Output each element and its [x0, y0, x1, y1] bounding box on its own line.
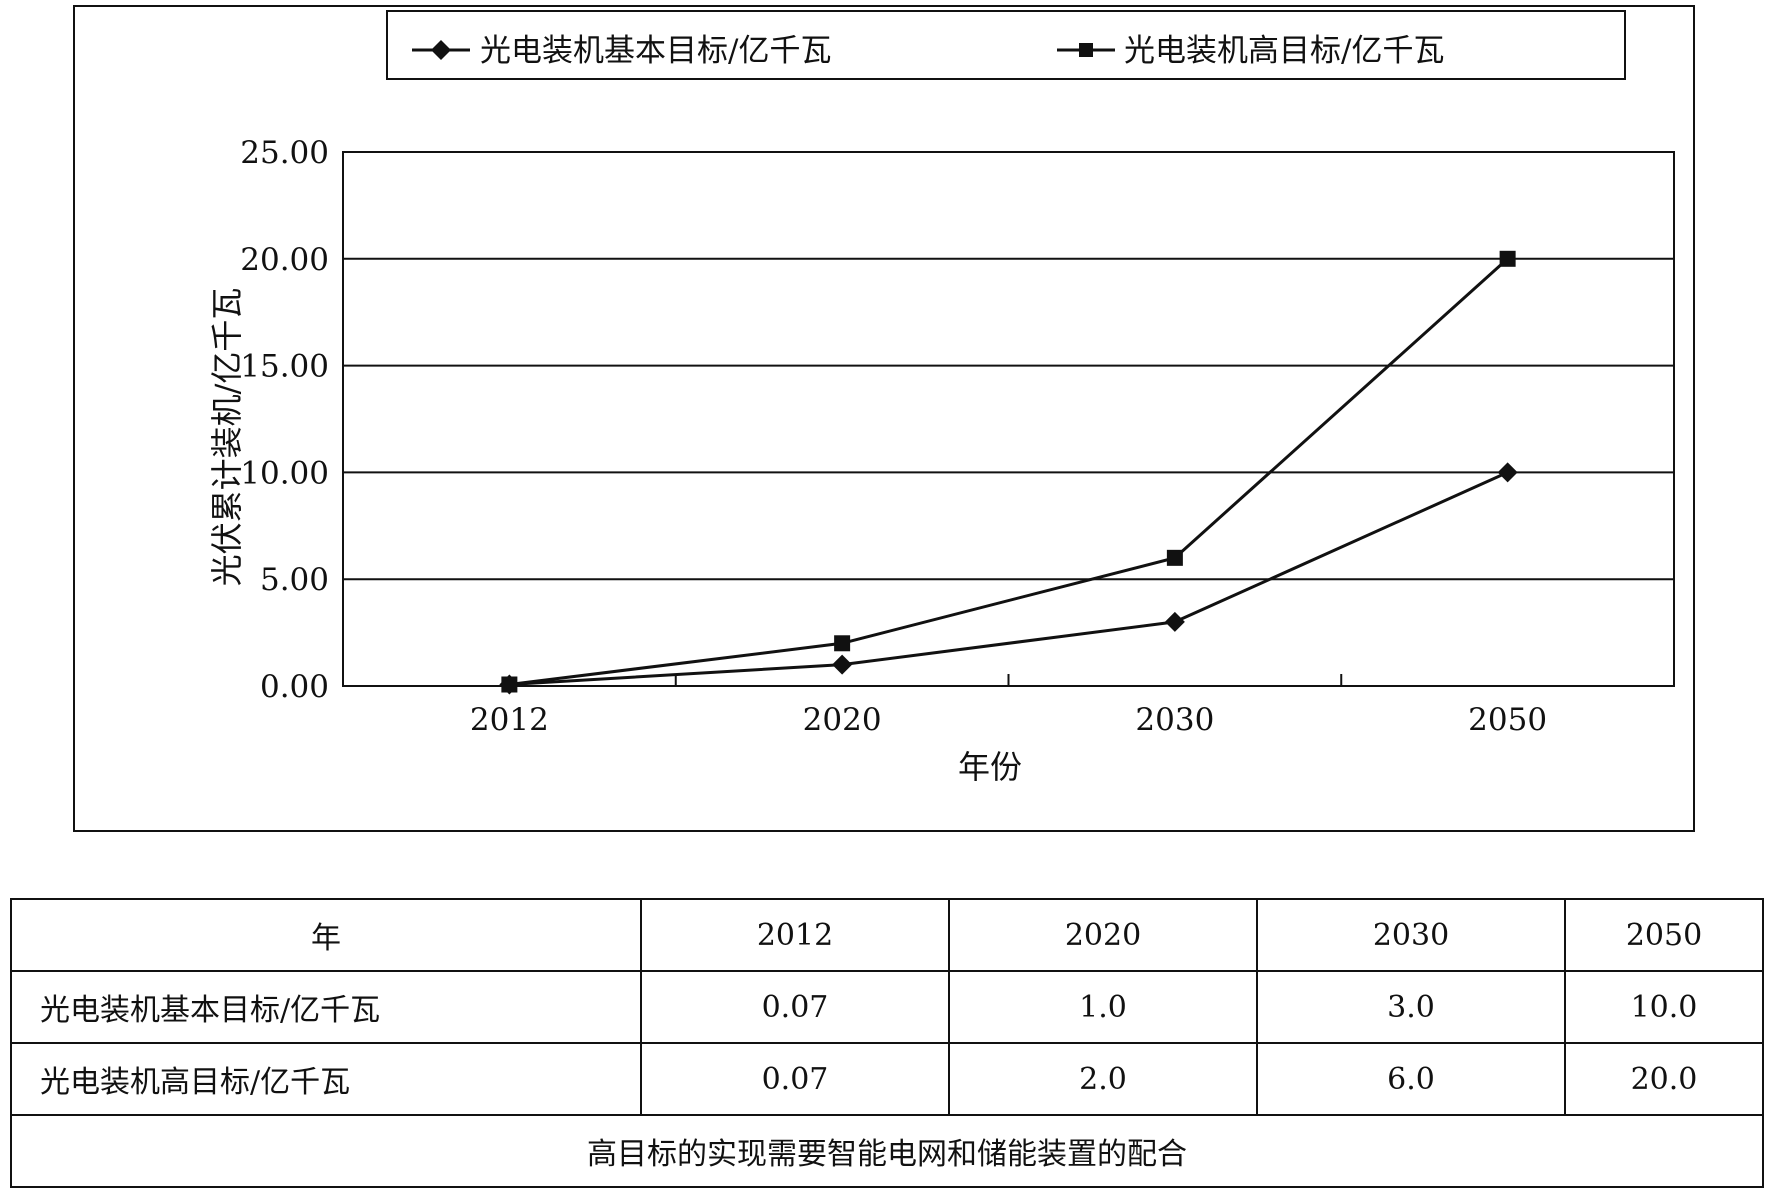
x-tick-label: 2012	[470, 702, 549, 738]
legend-box	[386, 10, 1626, 80]
table-cell: 10.0	[1564, 970, 1764, 1044]
legend-label-1: 光电装机高目标/亿千瓦	[1124, 33, 1444, 69]
legend-item-0: 光电装机基本目标/亿千瓦	[412, 33, 831, 69]
y-tick-label: 0.00	[260, 669, 329, 705]
series-1	[501, 250, 1516, 693]
series	[499, 250, 1518, 695]
table-row-label: 光电装机高目标/亿千瓦	[10, 1042, 642, 1116]
table-header-cell: 2030	[1256, 898, 1566, 972]
data-point-square	[1499, 250, 1516, 267]
table-note: 高目标的实现需要智能电网和储能装置的配合	[10, 1114, 1764, 1188]
y-tick-label: 10.00	[240, 455, 329, 491]
table-row: 光电装机高目标/亿千瓦 0.07 2.0 6.0 20.0	[10, 1042, 1764, 1116]
table-row: 光电装机基本目标/亿千瓦 0.07 1.0 3.0 10.0	[10, 970, 1764, 1044]
chart-frame	[73, 5, 1695, 832]
y-tick-label: 5.00	[260, 562, 329, 598]
legend-diamond-marker	[431, 40, 451, 60]
table-header-row: 年 2012 2020 2030 2050	[10, 898, 1764, 972]
legend-item-1: 光电装机高目标/亿千瓦	[1057, 33, 1444, 69]
y-tick-label: 15.00	[240, 349, 329, 385]
table-cell: 20.0	[1564, 1042, 1764, 1116]
table-note-row: 高目标的实现需要智能电网和储能装置的配合	[10, 1114, 1764, 1188]
table-cell: 0.07	[640, 1042, 950, 1116]
data-point-diamond	[1497, 462, 1518, 483]
series-line-1	[509, 257, 1509, 686]
data-point-diamond	[832, 654, 853, 675]
y-tick-label: 20.00	[240, 242, 329, 278]
x-tick-label: 2050	[1468, 702, 1547, 738]
x-axis-title: 年份	[958, 748, 1022, 786]
legend-square-marker	[1079, 43, 1093, 57]
data-point-square	[1166, 549, 1183, 566]
data-point-square	[501, 676, 518, 693]
y-axis-ticks: 0.00 5.00 10.00 15.00 20.00 25.00	[240, 135, 329, 705]
data-table: 年 2012 2020 2030 2050 光电装机基本目标/亿千瓦 0.07 …	[10, 898, 1764, 1188]
x-axis-ticks: 2012 2020 2030 2050	[470, 674, 1547, 738]
table-cell: 0.07	[640, 970, 950, 1044]
grid-lines	[343, 257, 1674, 581]
table-header-cell: 2020	[948, 898, 1258, 972]
series-line-0	[509, 471, 1509, 687]
plot-area	[342, 151, 1675, 687]
chart: 光电装机基本目标/亿千瓦 光电装机高目标/亿千瓦 0.00 5.00 10.00 15…	[73, 5, 1695, 832]
table-header-cell: 年	[10, 898, 642, 972]
data-point-diamond	[1164, 611, 1185, 632]
table-cell: 2.0	[948, 1042, 1258, 1116]
table-row-label: 光电装机基本目标/亿千瓦	[10, 970, 642, 1044]
y-axis-title: 光伏累计装机/亿千瓦	[208, 288, 246, 587]
x-tick-label: 2030	[1135, 702, 1214, 738]
table-header-cell: 2050	[1564, 898, 1764, 972]
table-cell: 6.0	[1256, 1042, 1566, 1116]
table-header-cell: 2012	[640, 898, 950, 972]
legend-label-0: 光电装机基本目标/亿千瓦	[480, 33, 831, 69]
y-tick-label: 25.00	[240, 135, 329, 171]
data-point-square	[834, 635, 851, 652]
table-cell: 3.0	[1256, 970, 1566, 1044]
x-tick-label: 2020	[803, 702, 882, 738]
table-cell: 1.0	[948, 970, 1258, 1044]
